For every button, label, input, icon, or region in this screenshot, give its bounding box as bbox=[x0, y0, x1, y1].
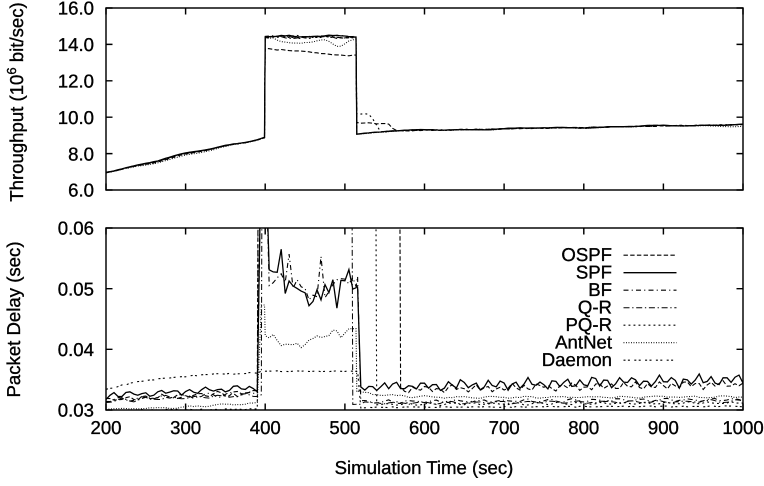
svg-text:10.0: 10.0 bbox=[58, 107, 94, 128]
svg-text:Daemon: Daemon bbox=[542, 349, 612, 370]
svg-text:8.0: 8.0 bbox=[68, 143, 94, 164]
svg-text:16.0: 16.0 bbox=[58, 0, 94, 19]
svg-text:200: 200 bbox=[90, 417, 121, 438]
svg-text:400: 400 bbox=[250, 417, 281, 438]
svg-text:0.04: 0.04 bbox=[58, 339, 94, 360]
svg-text:14.0: 14.0 bbox=[58, 34, 94, 55]
svg-text:0.06: 0.06 bbox=[58, 218, 94, 239]
svg-text:1000: 1000 bbox=[722, 417, 763, 438]
svg-text:6.0: 6.0 bbox=[68, 180, 94, 201]
svg-text:Q-R: Q-R bbox=[578, 296, 612, 317]
svg-text:600: 600 bbox=[409, 417, 440, 438]
svg-text:Throughput (106 bit/sec): Throughput (106 bit/sec) bbox=[4, 2, 27, 202]
svg-text:OSPF: OSPF bbox=[561, 244, 612, 265]
svg-text:300: 300 bbox=[170, 417, 201, 438]
svg-text:Packet Delay (sec): Packet Delay (sec) bbox=[3, 241, 24, 397]
svg-text:AntNet: AntNet bbox=[555, 331, 613, 352]
svg-text:500: 500 bbox=[329, 417, 360, 438]
svg-text:PQ-R: PQ-R bbox=[566, 314, 612, 335]
svg-text:800: 800 bbox=[568, 417, 599, 438]
svg-text:12.0: 12.0 bbox=[58, 71, 94, 92]
svg-text:SPF: SPF bbox=[576, 261, 612, 282]
svg-text:700: 700 bbox=[489, 417, 520, 438]
svg-text:900: 900 bbox=[648, 417, 679, 438]
svg-text:Simulation Time (sec): Simulation Time (sec) bbox=[335, 457, 514, 478]
svg-text:BF: BF bbox=[588, 279, 612, 300]
svg-text:0.03: 0.03 bbox=[58, 400, 94, 421]
svg-text:0.05: 0.05 bbox=[58, 278, 94, 299]
